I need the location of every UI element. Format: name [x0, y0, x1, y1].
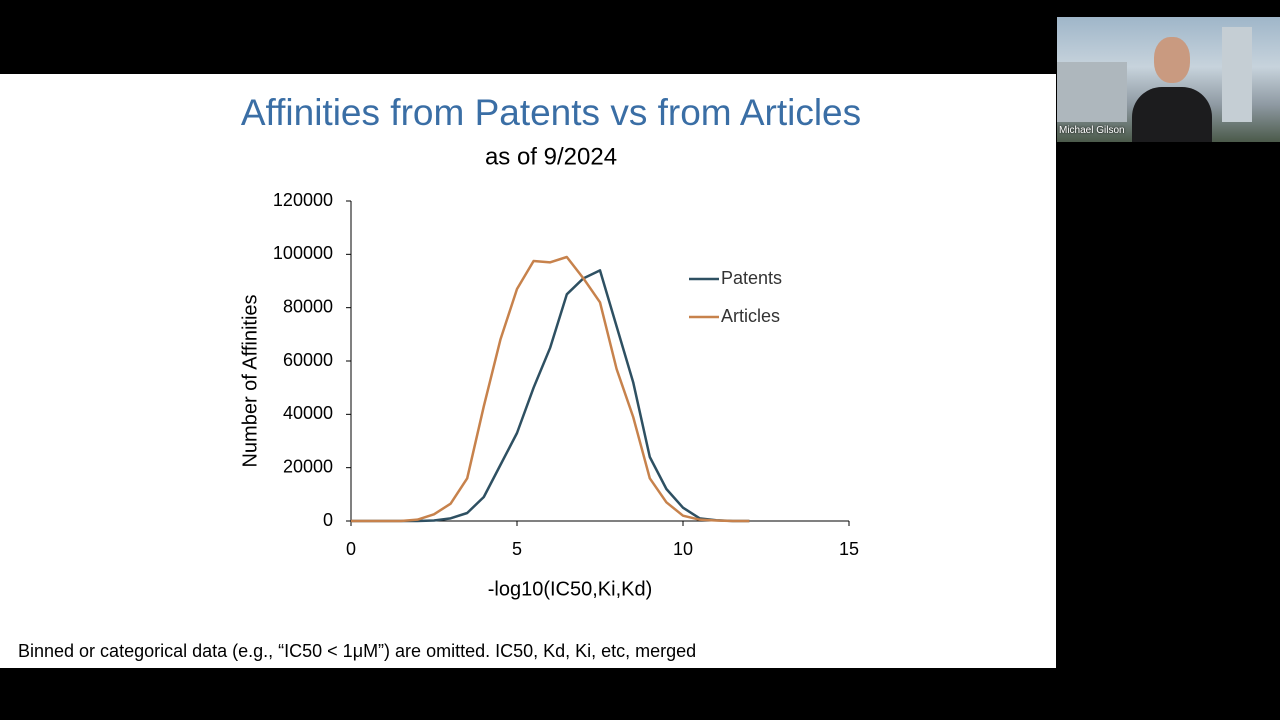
x-tick-label: 5 — [512, 539, 522, 559]
background-building — [1057, 62, 1127, 122]
y-tick-label: 100000 — [273, 243, 333, 263]
y-tick-label: 0 — [323, 510, 333, 530]
y-tick-label: 20000 — [283, 456, 333, 476]
x-axis-label: -log10(IC50,Ki,Kd) — [488, 578, 653, 600]
x-tick-label: 10 — [673, 539, 693, 559]
y-tick-label: 120000 — [273, 190, 333, 210]
x-tick-label: 15 — [839, 539, 859, 559]
y-axis-label: Number of Affinities — [239, 294, 261, 467]
legend-label: Articles — [721, 306, 780, 326]
series-line — [351, 269, 750, 523]
y-tick-label: 40000 — [283, 403, 333, 423]
chart: Affinities from Patents vs from Articles… — [18, 92, 861, 661]
chart-subtitle: as of 9/2024 — [485, 143, 617, 170]
footnote: Binned or categorical data (e.g., “IC50 … — [18, 641, 696, 661]
y-tick-label: 80000 — [283, 296, 333, 316]
series-line — [351, 255, 750, 523]
participant-video — [1132, 37, 1212, 142]
y-tick-label: 60000 — [283, 350, 333, 370]
participant-name: Michael Gilson — [1059, 125, 1125, 136]
slide: Affinities from Patents vs from Articles… — [0, 74, 1056, 668]
background-building — [1222, 27, 1252, 122]
video-tile: Michael Gilson — [1057, 17, 1280, 142]
chart-title: Affinities from Patents vs from Articles — [241, 92, 861, 133]
x-tick-label: 0 — [346, 539, 356, 559]
legend-label: Patents — [721, 268, 782, 288]
